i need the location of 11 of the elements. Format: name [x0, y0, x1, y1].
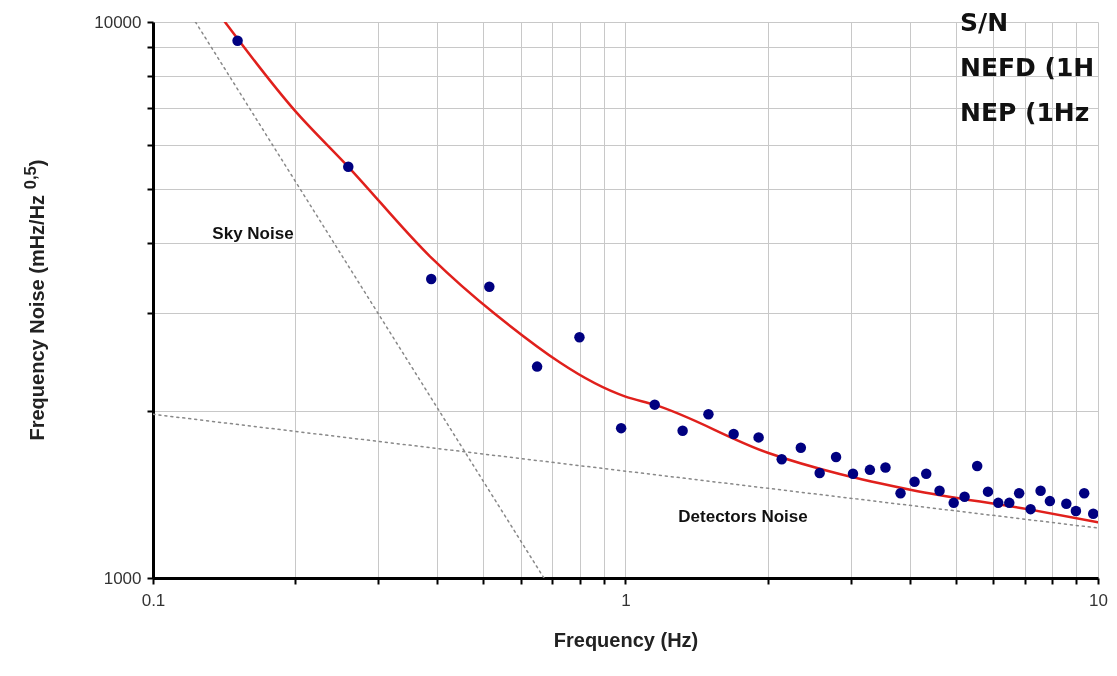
x-axis-title: Frequency (Hz): [553, 628, 699, 651]
y-tick-label: 1000: [103, 568, 142, 588]
x-tick-label: 10: [1089, 590, 1108, 610]
annotation: NEFD (1H: [960, 52, 1095, 84]
y-tick-label: 10000: [94, 12, 142, 32]
annotation: S/N: [960, 7, 1010, 39]
annotation: NEP (1Hz: [960, 97, 1091, 129]
x-tick-label: 1: [621, 590, 631, 610]
annotation: Sky Noise: [212, 224, 294, 244]
x-tick-label: 0.1: [141, 590, 166, 610]
annotation: Detectors Noise: [678, 507, 808, 527]
